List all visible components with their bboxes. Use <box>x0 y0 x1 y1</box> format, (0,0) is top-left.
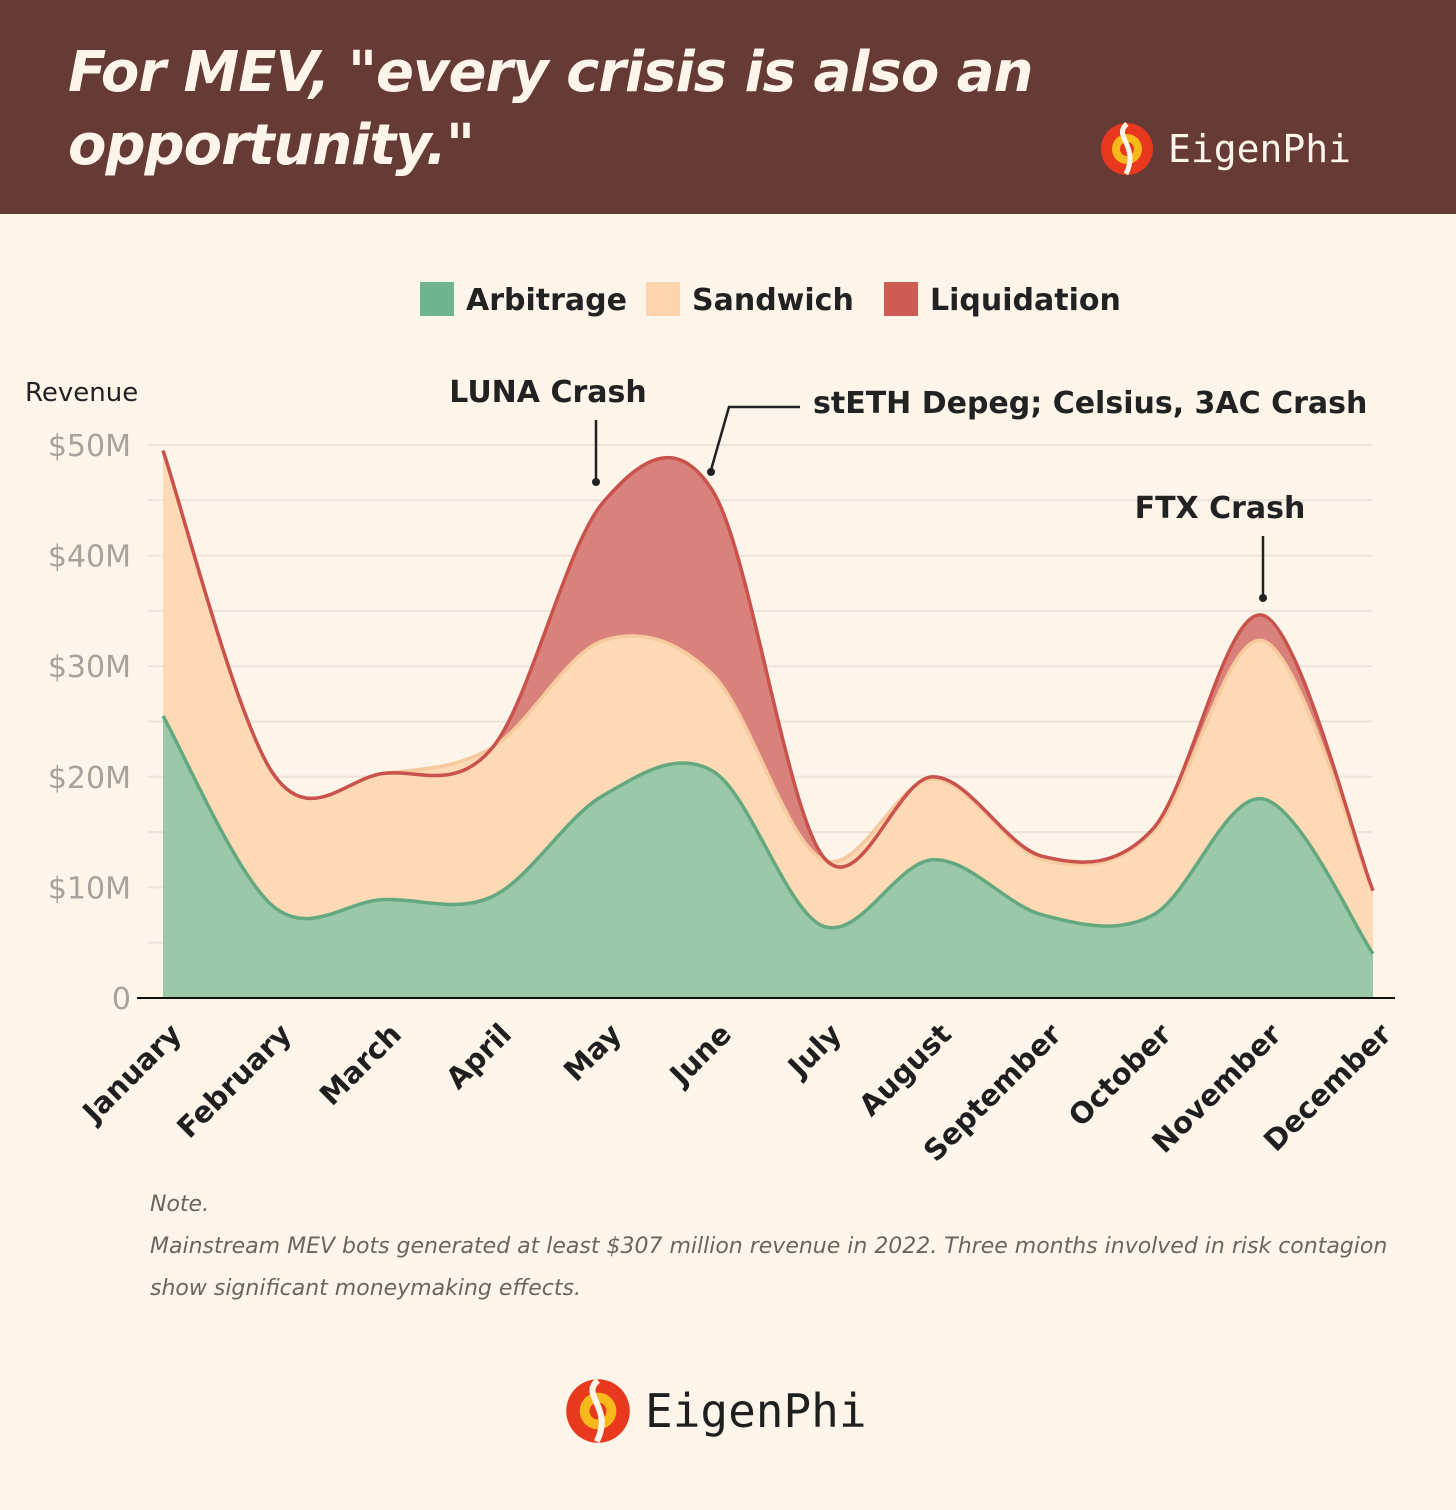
x-tick-label: July <box>780 1017 848 1085</box>
note-text: Mainstream MEV bots generated at least $… <box>150 1234 1388 1301</box>
line-liquidation <box>161 449 1375 892</box>
x-tick-label: October <box>1062 1016 1179 1133</box>
x-tick-label: April <box>439 1017 518 1096</box>
legend-swatch-liquidation <box>884 282 918 316</box>
area-arbitrage <box>163 715 1373 998</box>
annotation-ftx: FTX Crash <box>1135 491 1306 526</box>
annotation-luna: LUNA Crash <box>449 375 646 410</box>
annotation-steth-dot <box>707 468 715 476</box>
annotation-ftx-dot <box>1259 594 1267 602</box>
footer-wordmark: EigenPhi <box>645 1384 867 1438</box>
x-tick-label: February <box>170 1017 298 1145</box>
y-tick-label: $40M <box>48 540 131 575</box>
x-tick-label: August <box>852 1017 958 1123</box>
y-tick-label: 0 <box>112 982 131 1017</box>
brand-wordmark: EigenPhi <box>1168 127 1352 171</box>
mev-revenue-chart: Arbitrage Sandwich Liquidation Revenue 0 $1… <box>25 282 1399 1168</box>
legend-label-arbitrage: Arbitrage <box>466 283 627 318</box>
annotation-luna-dot <box>592 478 600 486</box>
legend-label-liquidation: Liquidation <box>930 283 1121 318</box>
x-tick-label: January <box>75 1017 189 1131</box>
footer-logo: EigenPhi <box>565 1378 867 1444</box>
note-heading: Note. <box>150 1192 210 1217</box>
header-logo: EigenPhi <box>1100 122 1351 176</box>
eigenphi-logo-icon <box>566 1378 630 1443</box>
annotation-steth: stETH Depeg; Celsius, 3AC Crash <box>813 386 1367 421</box>
header-banner: For MEV, "every crisis is also an opport… <box>0 0 1456 214</box>
stacked-areas <box>161 449 1375 998</box>
legend-label-sandwich: Sandwich <box>692 283 854 318</box>
y-axis-ticks: 0 $10M $20M $30M $40M $50M <box>48 429 131 1017</box>
y-tick-label: $20M <box>48 761 131 796</box>
x-tick-label: March <box>313 1017 408 1112</box>
line-arbitrage <box>161 715 1375 955</box>
legend-swatch-arbitrage <box>420 282 454 316</box>
y-axis-label: Revenue <box>25 378 138 408</box>
legend-swatch-sandwich <box>646 282 680 316</box>
eigenphi-logo-icon <box>1101 122 1153 176</box>
annotation-steth-leader <box>709 405 800 471</box>
chart-annotations: LUNA Crash stETH Depeg; Celsius, 3AC Cras… <box>449 375 1367 602</box>
y-tick-label: $10M <box>48 871 131 906</box>
y-tick-label: $50M <box>48 429 131 464</box>
area-sandwich <box>163 450 1373 998</box>
chart-legend: Arbitrage Sandwich Liquidation <box>420 282 1121 318</box>
chart-note: Note. Mainstream MEV bots generated at l… <box>150 1184 1390 1310</box>
page-title: For MEV, "every crisis is also an opport… <box>68 40 1033 178</box>
x-tick-label: May <box>557 1017 628 1088</box>
y-tick-label: $30M <box>48 650 131 685</box>
x-tick-label: June <box>662 1017 738 1093</box>
